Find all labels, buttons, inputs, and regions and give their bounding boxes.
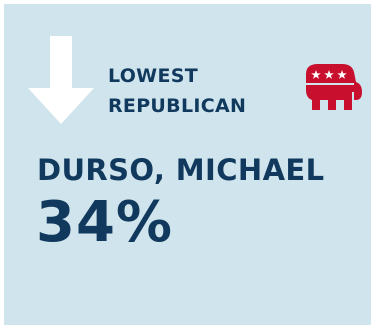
result-card: LOWEST REPUBLICAN DURSO, MICHAEL 34% bbox=[4, 4, 371, 325]
heading-line-republican: REPUBLICAN bbox=[108, 95, 247, 117]
republican-elephant-icon bbox=[306, 64, 362, 110]
vote-percentage: 34% bbox=[36, 190, 174, 255]
category-heading: LOWEST REPUBLICAN bbox=[108, 61, 246, 121]
candidate-name: DURSO, MICHAEL bbox=[37, 153, 325, 187]
heading-line-lowest: LOWEST bbox=[108, 65, 198, 87]
down-arrow-icon bbox=[28, 36, 94, 124]
